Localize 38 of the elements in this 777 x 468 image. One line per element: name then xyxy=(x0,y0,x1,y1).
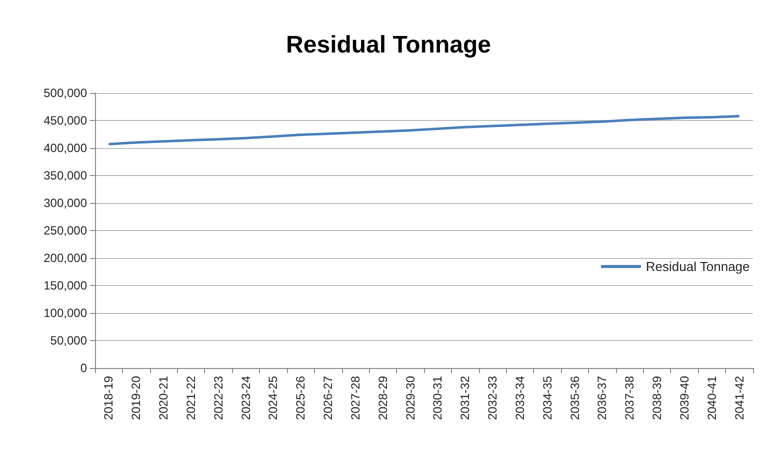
x-tick-label: 2024-25 xyxy=(266,376,280,420)
line-series xyxy=(107,114,741,146)
x-tick-label: 2035-36 xyxy=(568,376,582,420)
chart-title: Residual Tonnage xyxy=(286,32,491,58)
legend-label: Residual Tonnage xyxy=(646,259,750,274)
x-tick-label: 2038-39 xyxy=(650,376,664,420)
x-tick-label: 2040-41 xyxy=(704,376,719,420)
x-tick-label: 2037-38 xyxy=(622,376,637,420)
x-tick-label: 2019-20 xyxy=(129,376,144,420)
x-tick-label: 2028-29 xyxy=(376,376,390,420)
x-tick-label: 2022-23 xyxy=(211,376,226,420)
x-tick-label: 2030-31 xyxy=(430,376,445,420)
x-tick-label: 2029-30 xyxy=(403,376,418,420)
x-tick-label: 2039-40 xyxy=(677,376,692,420)
y-tick-label: 450,000 xyxy=(44,114,88,128)
x-tick-label: 2034-35 xyxy=(540,376,554,420)
y-tick-label: 0 xyxy=(80,361,88,375)
x-tick-label: 2027-28 xyxy=(348,376,362,420)
y-tick-label: 50,000 xyxy=(50,334,88,348)
y-tick-label: 100,000 xyxy=(44,306,88,320)
x-tick-label: 2018-19 xyxy=(102,376,116,420)
x-tick-label: 2033-34 xyxy=(512,376,527,420)
y-tick-label: 400,000 xyxy=(44,141,88,155)
x-tick-label: 2020-21 xyxy=(156,376,171,420)
x-tick-label: 2036-37 xyxy=(595,376,610,420)
x-tick-label: 2023-24 xyxy=(238,376,253,420)
y-tick-label: 350,000 xyxy=(44,168,88,182)
x-tick-label: 2041-42 xyxy=(732,376,746,420)
y-tick-label: 250,000 xyxy=(44,224,88,238)
y-tick-label: 500,000 xyxy=(44,86,88,100)
x-tick-label: 2031-32 xyxy=(458,376,472,420)
x-tick-label: 2025-26 xyxy=(294,376,308,420)
y-tick-label: 150,000 xyxy=(44,278,88,292)
y-tick-label: 300,000 xyxy=(44,196,88,210)
x-tick-label: 2021-22 xyxy=(184,376,198,420)
y-tick-label: 200,000 xyxy=(44,251,88,265)
x-tick-label: 2026-27 xyxy=(321,376,336,420)
x-tick-label: 2032-33 xyxy=(486,376,500,420)
